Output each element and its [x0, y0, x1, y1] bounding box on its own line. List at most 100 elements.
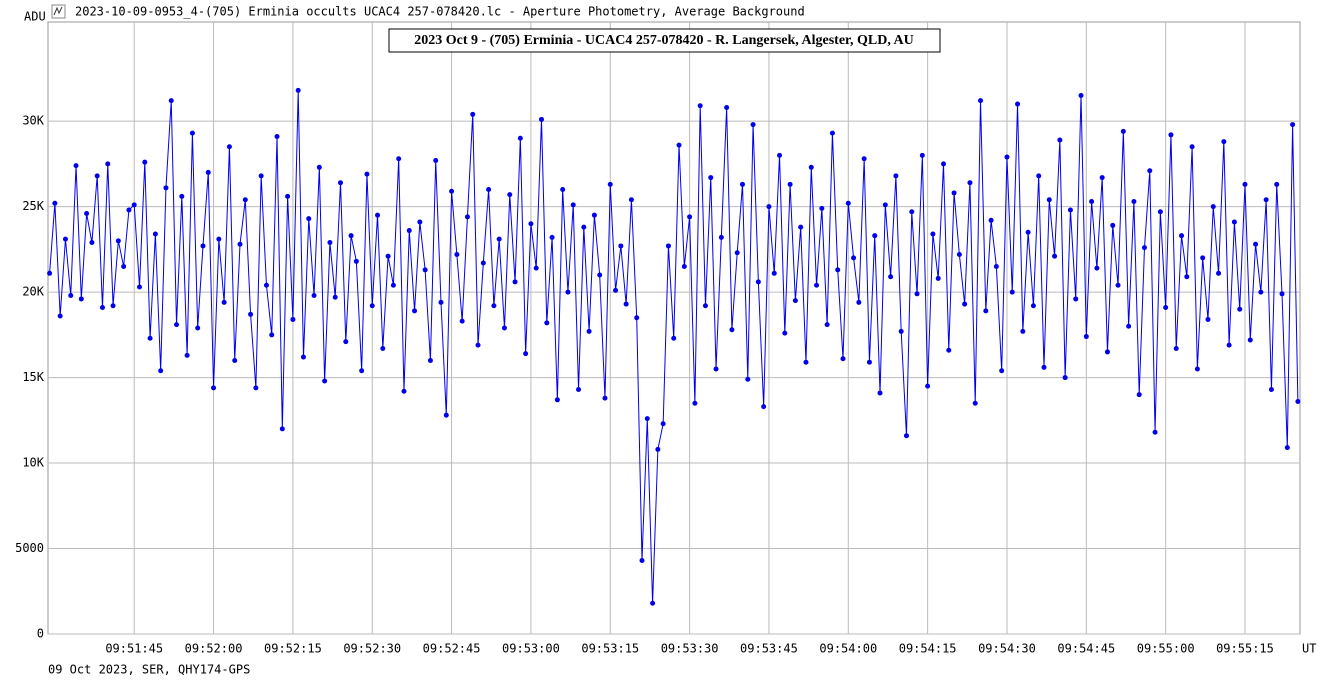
- data-point: [549, 234, 555, 240]
- data-point: [1057, 137, 1063, 143]
- data-point: [576, 387, 582, 393]
- data-point: [359, 368, 365, 374]
- data-point: [1152, 429, 1158, 435]
- data-point: [671, 335, 677, 341]
- data-point: [300, 354, 306, 360]
- data-point: [221, 299, 227, 305]
- data-point: [200, 243, 206, 249]
- data-point: [232, 357, 238, 363]
- data-point: [237, 241, 243, 247]
- data-point: [909, 209, 915, 215]
- data-point: [496, 236, 502, 242]
- data-point: [1062, 375, 1068, 381]
- data-point: [1184, 274, 1190, 280]
- data-point: [903, 433, 909, 439]
- data-point: [353, 258, 359, 264]
- data-point: [73, 163, 79, 169]
- data-point: [52, 200, 58, 206]
- data-point: [840, 356, 846, 362]
- chart-title: 2023 Oct 9 - (705) Erminia - UCAC4 257-0…: [414, 33, 914, 48]
- y-tick-label: 10K: [22, 456, 44, 470]
- data-point: [263, 282, 269, 288]
- data-point: [983, 308, 989, 314]
- data-point: [269, 332, 275, 338]
- data-point: [174, 322, 180, 328]
- data-point: [972, 400, 978, 406]
- data-point: [279, 426, 285, 432]
- window-icon: [51, 4, 66, 19]
- data-point: [295, 87, 301, 93]
- data-point: [68, 293, 74, 299]
- data-point: [808, 164, 814, 170]
- data-point: [925, 383, 931, 389]
- data-point: [1078, 93, 1084, 99]
- data-point: [591, 212, 597, 218]
- data-point: [348, 233, 354, 239]
- x-tick-label: 09:54:00: [819, 642, 877, 656]
- data-point: [168, 98, 174, 104]
- data-point: [486, 187, 492, 193]
- data-point: [856, 299, 862, 305]
- data-point: [475, 342, 481, 348]
- y-tick-label: 0: [37, 627, 44, 641]
- data-point: [560, 187, 566, 193]
- data-point: [782, 330, 788, 336]
- data-point: [851, 255, 857, 261]
- data-point: [814, 282, 820, 288]
- data-point: [692, 400, 698, 406]
- data-point: [792, 298, 798, 304]
- data-point: [734, 250, 740, 256]
- data-point: [1194, 366, 1200, 372]
- data-point: [1136, 392, 1142, 398]
- data-point: [84, 210, 90, 216]
- data-point: [644, 416, 650, 422]
- data-point: [126, 207, 132, 213]
- data-point: [248, 311, 254, 317]
- data-point: [607, 181, 613, 187]
- data-point: [454, 251, 460, 257]
- data-point: [739, 181, 745, 187]
- data-point: [512, 279, 518, 285]
- data-point: [750, 122, 756, 128]
- data-point: [978, 98, 984, 104]
- data-point: [766, 204, 772, 210]
- data-point: [898, 328, 904, 334]
- data-point: [422, 267, 428, 273]
- x-tick-label: 09:53:15: [581, 642, 639, 656]
- data-point: [1009, 289, 1015, 295]
- data-point: [597, 272, 603, 278]
- data-point: [1237, 306, 1243, 312]
- data-point: [1247, 337, 1253, 343]
- data-point: [322, 378, 328, 384]
- footer: 09 Oct 2023, SER, QHY174-GPS: [48, 663, 250, 677]
- data-point: [1189, 144, 1195, 150]
- data-point: [184, 352, 190, 358]
- data-point: [544, 320, 550, 326]
- data-point: [1210, 204, 1216, 210]
- data-point: [803, 359, 809, 365]
- data-point: [364, 171, 370, 177]
- data-point: [1268, 387, 1274, 393]
- data-point: [824, 322, 830, 328]
- data-point: [1099, 175, 1105, 181]
- data-point: [94, 173, 100, 179]
- data-point: [877, 390, 883, 396]
- data-point: [1179, 233, 1185, 239]
- data-point: [956, 251, 962, 257]
- data-point: [427, 357, 433, 363]
- x-tick-label: 09:53:30: [661, 642, 719, 656]
- y-tick-label: 25K: [22, 199, 44, 213]
- data-point: [1221, 139, 1227, 145]
- y-tick-label: 20K: [22, 285, 44, 299]
- x-tick-label: 09:52:45: [423, 642, 481, 656]
- data-point: [226, 144, 232, 150]
- data-point: [745, 376, 751, 382]
- y-tick-label: 30K: [22, 114, 44, 128]
- data-point: [697, 103, 703, 109]
- data-point: [491, 303, 497, 309]
- data-point: [327, 240, 333, 246]
- data-point: [99, 304, 105, 310]
- y-axis-label: ADU: [24, 10, 46, 24]
- data-point: [946, 347, 952, 353]
- data-point: [115, 238, 121, 244]
